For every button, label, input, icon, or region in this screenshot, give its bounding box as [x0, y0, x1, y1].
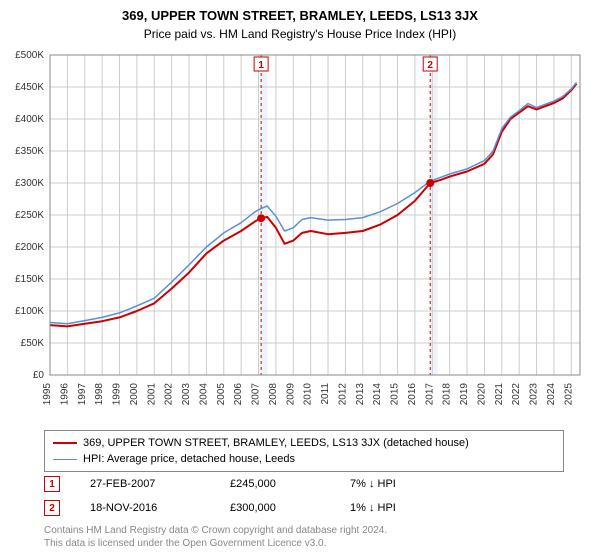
svg-text:1: 1	[258, 60, 264, 71]
svg-text:£250K: £250K	[15, 210, 44, 221]
svg-text:£350K: £350K	[15, 146, 44, 157]
line-chart: £0 £50K £100K £150K £200K £250K £300K £350K £400…	[0, 45, 600, 425]
svg-text:2015: 2015	[390, 383, 401, 406]
svg-text:2018: 2018	[442, 383, 453, 406]
svg-text:1999: 1999	[112, 383, 123, 406]
sale-price: £245,000	[230, 478, 320, 490]
svg-text:2002: 2002	[164, 383, 175, 406]
legend-swatch	[53, 442, 77, 444]
svg-text:2020: 2020	[476, 383, 487, 406]
sale-marker: 2	[44, 500, 60, 516]
legend-label: HPI: Average price, detached house, Leed…	[83, 451, 295, 467]
sale-price: £300,000	[230, 502, 320, 514]
svg-text:2014: 2014	[372, 383, 383, 406]
svg-text:2: 2	[427, 60, 433, 71]
svg-text:2022: 2022	[511, 383, 522, 406]
svg-text:2025: 2025	[563, 383, 574, 406]
svg-text:£200K: £200K	[15, 242, 44, 253]
svg-text:1998: 1998	[94, 383, 105, 406]
sale-marker: 1	[44, 476, 60, 492]
chart-title: 369, UPPER TOWN STREET, BRAMLEY, LEEDS, …	[0, 0, 600, 23]
sale-date: 27-FEB-2007	[90, 478, 200, 490]
svg-text:2000: 2000	[129, 383, 140, 406]
sale-date: 18-NOV-2016	[90, 502, 200, 514]
svg-text:2005: 2005	[216, 383, 227, 406]
svg-text:£500K: £500K	[15, 50, 44, 61]
svg-text:2008: 2008	[268, 383, 279, 406]
svg-text:2003: 2003	[181, 383, 192, 406]
footnote: Contains HM Land Registry data © Crown c…	[44, 524, 564, 550]
svg-text:£300K: £300K	[15, 178, 44, 189]
svg-text:2016: 2016	[407, 383, 418, 406]
svg-text:2004: 2004	[198, 383, 209, 406]
legend-label: 369, UPPER TOWN STREET, BRAMLEY, LEEDS, …	[83, 435, 469, 451]
svg-text:2019: 2019	[459, 383, 470, 406]
footnote-line1: Contains HM Land Registry data © Crown c…	[44, 524, 564, 537]
sale-hpi: 1% ↓ HPI	[350, 502, 440, 514]
sale-hpi: 7% ↓ HPI	[350, 478, 440, 490]
svg-text:£150K: £150K	[15, 274, 44, 285]
legend-row: 369, UPPER TOWN STREET, BRAMLEY, LEEDS, …	[53, 435, 555, 451]
svg-text:2009: 2009	[285, 383, 296, 406]
svg-text:1995: 1995	[42, 383, 53, 406]
svg-text:2012: 2012	[337, 383, 348, 406]
svg-text:2024: 2024	[546, 383, 557, 406]
svg-text:2007: 2007	[251, 383, 262, 406]
svg-text:£0: £0	[33, 370, 45, 381]
svg-text:2013: 2013	[355, 383, 366, 406]
sales-table: 1 27-FEB-2007 £245,000 7% ↓ HPI 2 18-NOV-2016…	[44, 472, 564, 520]
svg-text:1996: 1996	[59, 383, 70, 406]
svg-text:2006: 2006	[233, 383, 244, 406]
svg-text:£450K: £450K	[15, 82, 44, 93]
svg-text:2023: 2023	[529, 383, 540, 406]
svg-text:1997: 1997	[77, 383, 88, 406]
svg-text:2010: 2010	[303, 383, 314, 406]
svg-text:2021: 2021	[494, 383, 505, 406]
legend: 369, UPPER TOWN STREET, BRAMLEY, LEEDS, …	[44, 430, 564, 472]
chart-area: £0 £50K £100K £150K £200K £250K £300K £350K £400…	[0, 45, 600, 425]
svg-text:2001: 2001	[146, 383, 157, 406]
footnote-line2: This data is licensed under the Open Gov…	[44, 537, 564, 550]
svg-text:£100K: £100K	[15, 306, 44, 317]
legend-row: HPI: Average price, detached house, Leed…	[53, 451, 555, 467]
svg-text:£400K: £400K	[15, 114, 44, 125]
svg-text:2017: 2017	[424, 383, 435, 406]
sale-row: 2 18-NOV-2016 £300,000 1% ↓ HPI	[44, 496, 564, 520]
legend-swatch	[53, 459, 77, 460]
chart-subtitle: Price paid vs. HM Land Registry's House …	[0, 23, 600, 45]
svg-text:£50K: £50K	[21, 338, 45, 349]
svg-text:2011: 2011	[320, 383, 331, 405]
sale-row: 1 27-FEB-2007 £245,000 7% ↓ HPI	[44, 472, 564, 496]
